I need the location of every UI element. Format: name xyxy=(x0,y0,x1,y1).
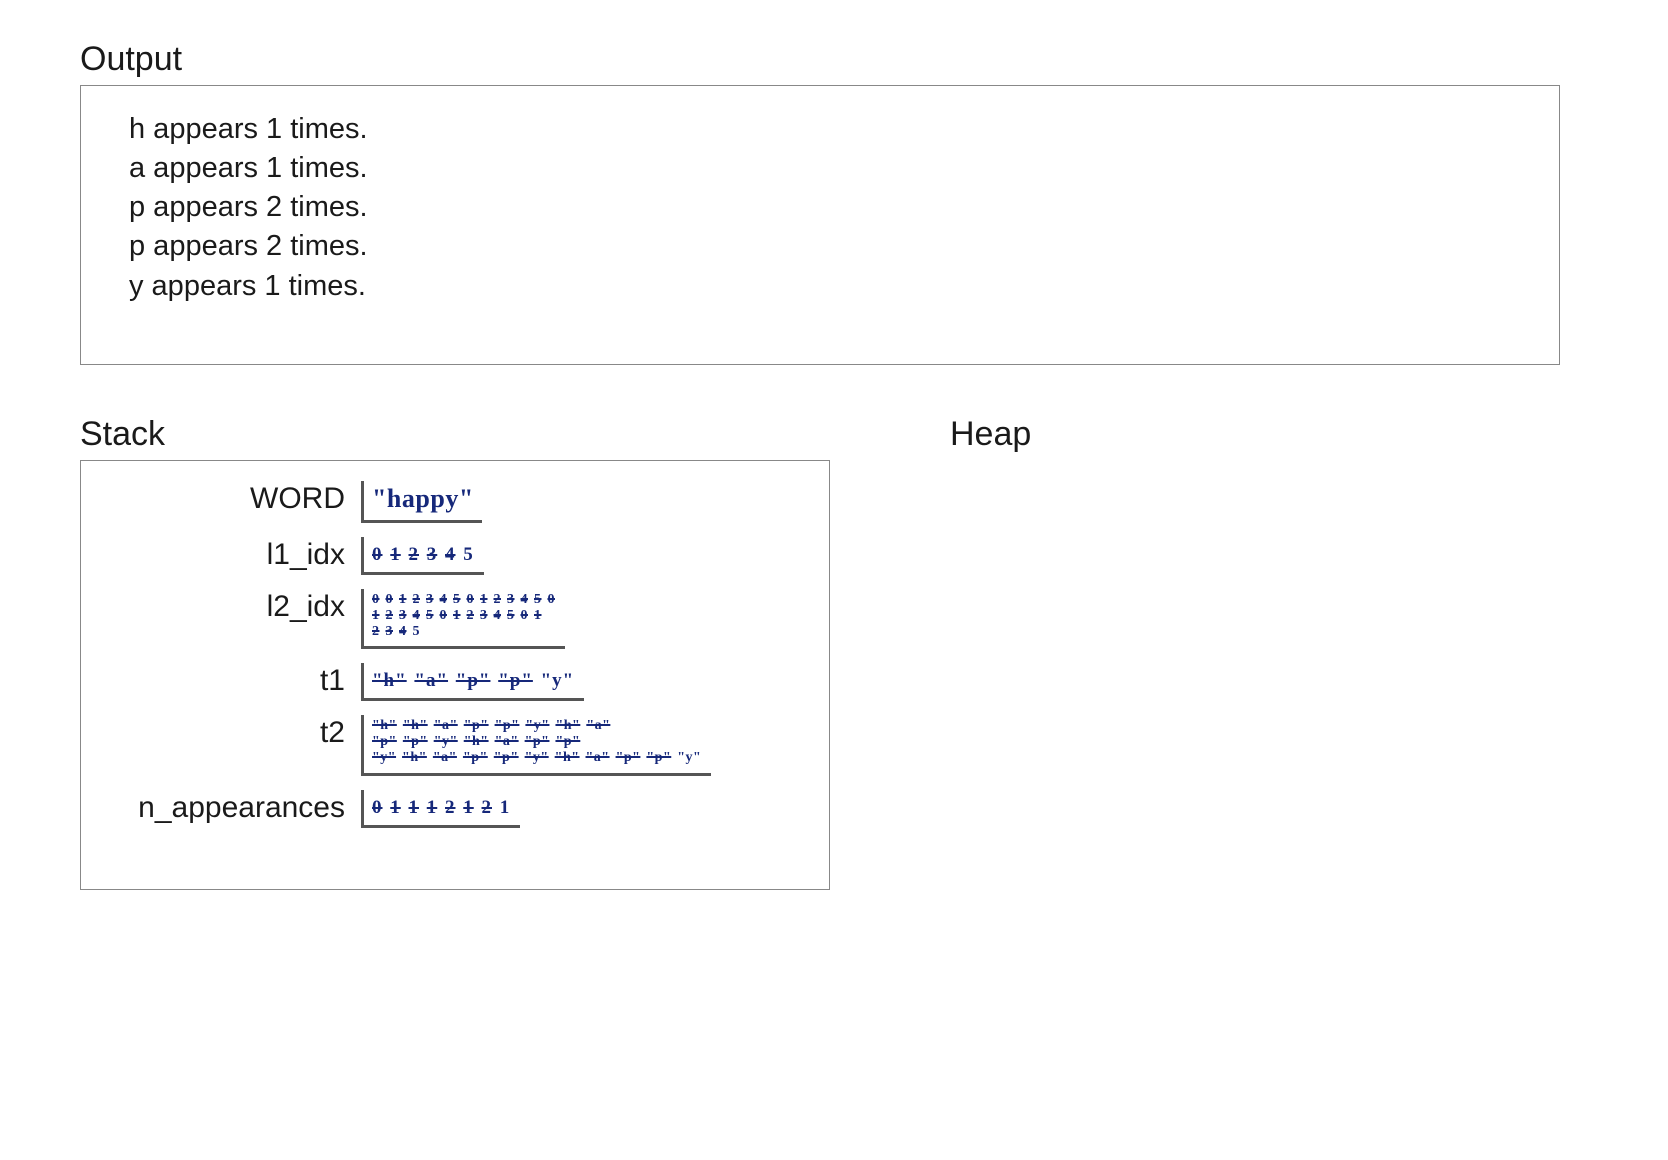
stack-label: Stack xyxy=(80,415,830,454)
variable-name: l1_idx xyxy=(91,537,361,573)
variable-name: l2_idx xyxy=(91,589,361,625)
variable-slot: 0 1 2 3 4 5 xyxy=(361,537,484,575)
heap-column: Heap xyxy=(950,415,1350,890)
variable-slot: "h" "a" "p" "p" "y" xyxy=(361,663,584,701)
stack-variable-row: l1_idx 0 1 2 3 4 5 xyxy=(91,537,819,575)
stack-variable-row: l2_idx 0 0 1 2 3 4 5 0 1 2 3 4 5 0 1 2 3 … xyxy=(91,589,819,649)
variable-name: t1 xyxy=(91,663,361,699)
output-label: Output xyxy=(80,40,1588,79)
variable-slot: "happy" xyxy=(361,481,482,523)
handwritten-value: 0 1 2 3 4 5 xyxy=(372,544,476,566)
stack-variable-row: t1 "h" "a" "p" "p" "y" xyxy=(91,663,819,701)
variable-slot: 0 1 1 1 2 1 2 1 xyxy=(361,790,520,828)
output-line: a appears 1 times. xyxy=(129,149,1511,188)
variable-name: n_appearances xyxy=(91,790,361,826)
variable-slot: "h" "h" "a" "p" "p" "y" "h" "a" "p" "p" … xyxy=(361,715,711,775)
heap-label: Heap xyxy=(950,415,1350,454)
handwritten-value: "h" "a" "p" "p" "y" xyxy=(372,670,576,692)
handwritten-value: 0 0 1 2 3 4 5 0 1 2 3 4 5 0 1 2 3 4 5 0 … xyxy=(372,592,557,640)
output-line: p appears 2 times. xyxy=(129,227,1511,266)
handwritten-value: "happy" xyxy=(372,484,474,514)
handwritten-value: 0 1 1 1 2 1 2 1 xyxy=(372,797,512,819)
variable-name: WORD xyxy=(91,481,361,517)
output-line: y appears 1 times. xyxy=(129,267,1511,306)
stack-variable-row: WORD "happy" xyxy=(91,481,819,523)
stack-column: Stack WORD "happy" l1_idx 0 1 2 3 4 5 l2_idx… xyxy=(80,415,830,890)
handwritten-value: "h" "h" "a" "p" "p" "y" "h" "a" "p" "p" … xyxy=(372,718,703,766)
output-line: p appears 2 times. xyxy=(129,188,1511,227)
output-box: h appears 1 times. a appears 1 times. p … xyxy=(80,85,1560,365)
stack-box: WORD "happy" l1_idx 0 1 2 3 4 5 l2_idx 0 0 1 … xyxy=(80,460,830,890)
memory-row: Stack WORD "happy" l1_idx 0 1 2 3 4 5 l2_idx… xyxy=(80,415,1588,890)
stack-variable-row: n_appearances 0 1 1 1 2 1 2 1 xyxy=(91,790,819,828)
stack-variable-row: t2 "h" "h" "a" "p" "p" "y" "h" "a" "p" "p… xyxy=(91,715,819,775)
variable-slot: 0 0 1 2 3 4 5 0 1 2 3 4 5 0 1 2 3 4 5 0 … xyxy=(361,589,565,649)
variable-name: t2 xyxy=(91,715,361,751)
output-line: h appears 1 times. xyxy=(129,110,1511,149)
